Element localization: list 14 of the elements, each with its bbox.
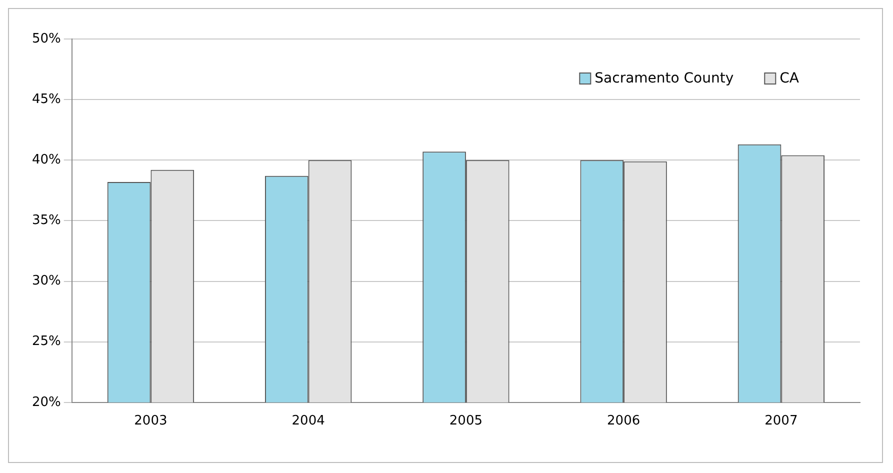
legend-label: CA <box>780 70 800 87</box>
y-tick-label: 30% <box>32 274 61 289</box>
x-tick-label: 2005 <box>449 414 482 429</box>
y-tick-label: 35% <box>32 213 61 228</box>
y-tick-label: 45% <box>32 92 61 107</box>
x-tick-label: 2007 <box>764 414 798 429</box>
legend-label: Sacramento County <box>594 70 734 87</box>
x-tick-label: 2006 <box>607 414 640 429</box>
x-tick-label: 2004 <box>292 414 325 429</box>
y-tick-label: 50% <box>32 31 61 46</box>
y-tick-label: 20% <box>32 394 61 410</box>
y-tick-label: 25% <box>32 334 61 350</box>
x-tick-label: 2003 <box>134 414 168 429</box>
y-tick-label: 40% <box>32 152 61 168</box>
